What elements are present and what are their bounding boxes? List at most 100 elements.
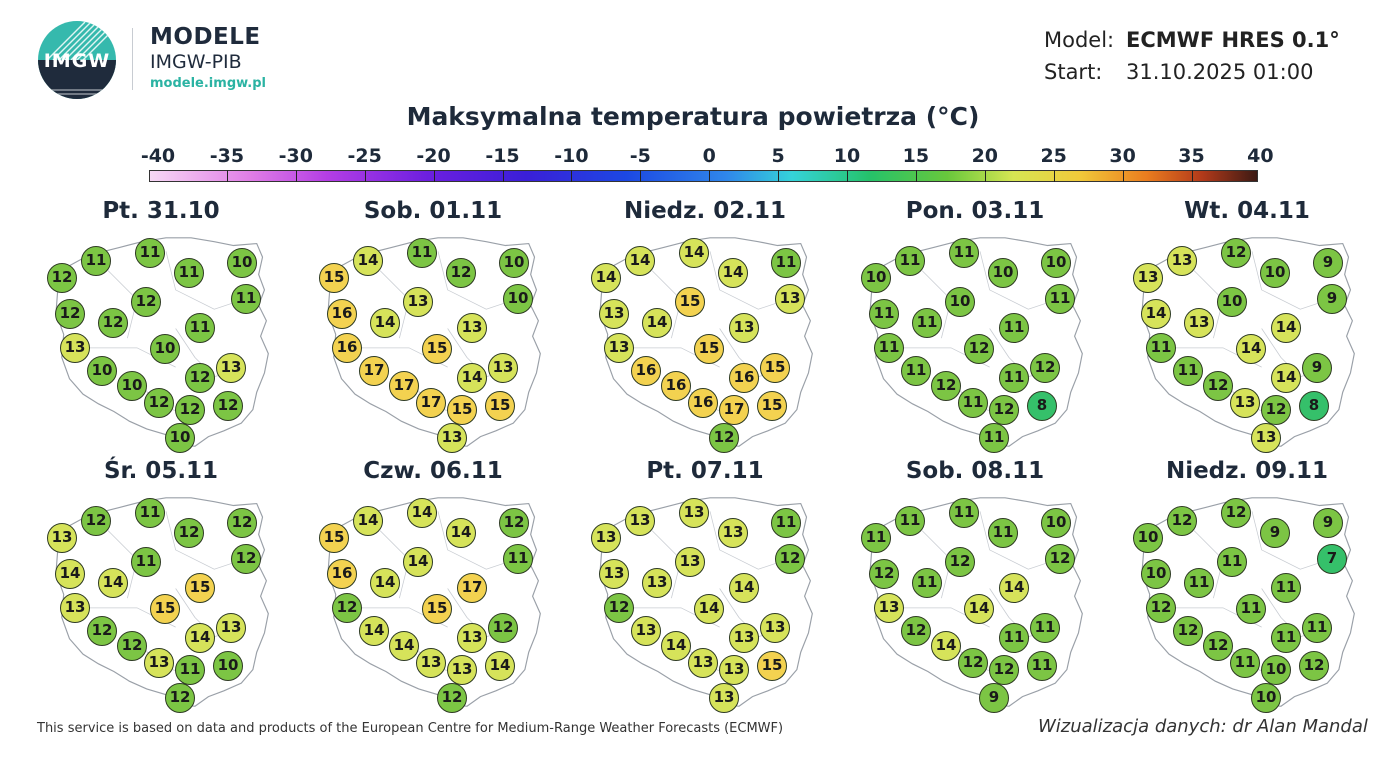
temperature-marker: 12 <box>901 616 931 646</box>
scale-tick-mark <box>847 170 848 182</box>
scale-tick-mark <box>778 170 780 182</box>
temperature-marker: 11 <box>407 238 437 268</box>
temperature-marker: 14 <box>591 263 621 293</box>
temperature-marker: 12 <box>117 631 147 661</box>
temperature-marker: 9 <box>1317 284 1347 314</box>
map-date-label: Śr. 05.11 <box>103 458 219 484</box>
scale-tick-mark <box>1053 170 1055 182</box>
temperature-marker: 11 <box>135 498 165 528</box>
temperature-marker: 8 <box>1299 391 1329 421</box>
temperature-marker: 16 <box>729 363 759 393</box>
map-date-label: Czw. 06.11 <box>363 458 503 484</box>
temperature-marker: 16 <box>327 559 357 589</box>
temperature-marker: 11 <box>999 363 1029 393</box>
brand-title: MODELE <box>150 24 261 50</box>
temperature-marker: 10 <box>1260 258 1290 288</box>
temperature-marker: 12 <box>231 544 261 574</box>
temperature-marker: 12 <box>604 593 634 623</box>
map-date-label: Wt. 04.11 <box>1184 198 1310 224</box>
scale-tick-label: -5 <box>629 145 651 167</box>
temperature-marker: 9 <box>1313 508 1343 538</box>
temperature-marker: 15 <box>422 594 452 624</box>
scale-tick-label: 10 <box>833 145 861 167</box>
temperature-marker: 17 <box>359 356 389 386</box>
temperature-marker: 16 <box>327 299 357 329</box>
temperature-marker: 14 <box>98 568 128 598</box>
temperature-marker: 11 <box>901 356 931 386</box>
temperature-marker: 15 <box>447 395 477 425</box>
page-title: Maksymalna temperatura powietrza (°C) <box>406 102 980 131</box>
temperature-marker: 11 <box>1236 594 1266 624</box>
temperature-marker: 11 <box>949 238 979 268</box>
temperature-marker: 13 <box>1167 246 1197 276</box>
temperature-marker: 11 <box>1230 648 1260 678</box>
brand-url-link[interactable]: modele.imgw.pl <box>150 76 266 91</box>
temperature-marker: 13 <box>675 547 705 577</box>
model-label: Model: <box>1044 28 1115 52</box>
temperature-marker: 12 <box>1221 238 1251 268</box>
temperature-marker: 12 <box>47 263 77 293</box>
temperature-marker: 13 <box>719 655 749 685</box>
temperature-marker: 12 <box>1203 371 1233 401</box>
scale-tick-label: 25 <box>1040 145 1067 167</box>
start-label: Start: <box>1044 60 1103 84</box>
temperature-marker: 11 <box>999 313 1029 343</box>
temperature-marker: 12 <box>98 308 128 338</box>
temperature-marker: 8 <box>1027 391 1057 421</box>
temperature-marker: 13 <box>625 506 655 536</box>
temperature-marker: 11 <box>135 238 165 268</box>
scale-tick-mark <box>640 170 642 182</box>
scale-tick-label: -35 <box>209 145 245 167</box>
scale-tick-label: 0 <box>702 145 716 167</box>
temperature-marker: 13 <box>447 655 477 685</box>
temperature-marker: 12 <box>185 363 215 393</box>
scale-tick-label: 40 <box>1247 145 1274 167</box>
temperature-marker: 12 <box>964 334 994 364</box>
temperature-marker: 13 <box>760 613 790 643</box>
temperature-marker: 14 <box>185 623 215 653</box>
temperature-marker: 10 <box>988 258 1018 288</box>
temperature-marker: 13 <box>718 518 748 548</box>
temperature-marker: 13 <box>457 313 487 343</box>
temperature-marker: 13 <box>679 498 709 528</box>
temperature-marker: 9 <box>1302 353 1332 383</box>
temperature-marker: 13 <box>416 648 446 678</box>
map-date-label: Sob. 08.11 <box>905 458 1045 484</box>
temperature-marker: 13 <box>631 616 661 646</box>
temperature-marker: 15 <box>757 651 787 681</box>
temperature-marker: 14 <box>370 308 400 338</box>
temperature-marker: 14 <box>718 258 748 288</box>
temperature-marker: 11 <box>1146 333 1176 363</box>
temperature-marker: 14 <box>485 651 515 681</box>
temperature-marker: 11 <box>81 246 111 276</box>
temperature-marker: 17 <box>719 395 749 425</box>
temperature-marker: 12 <box>55 299 85 329</box>
temperature-marker: 12 <box>709 423 739 453</box>
temperature-marker: 11 <box>949 498 979 528</box>
temperature-marker: 12 <box>165 683 195 713</box>
temperature-marker: 12 <box>437 683 467 713</box>
temperature-marker: 15 <box>760 353 790 383</box>
temperature-marker: 15 <box>150 594 180 624</box>
temperature-marker: 13 <box>709 683 739 713</box>
temperature-marker: 11 <box>1030 613 1060 643</box>
visualization-credit: Wizualizacja danych: dr Alan Mandal <box>1038 716 1368 737</box>
temperature-marker: 11 <box>1184 568 1214 598</box>
forecast-map: Pt. 31.10 11 11 12 11 10 11 12 12 12 11 13 10 10 12 13 1… <box>46 198 316 453</box>
forecast-map: Śr. 05.11 12 11 13 12 12 12 14 14 11 15 13 15 12 14 13 1… <box>46 458 316 713</box>
scale-tick-mark <box>709 170 711 182</box>
temperature-marker: 13 <box>1133 263 1163 293</box>
temperature-marker: 13 <box>1230 388 1260 418</box>
temperature-marker: 13 <box>599 299 629 329</box>
temperature-marker: 10 <box>1041 508 1071 538</box>
temperature-marker: 11 <box>988 518 1018 548</box>
temperature-marker: 12 <box>1261 395 1291 425</box>
temperature-marker: 12 <box>931 371 961 401</box>
temperature-marker: 17 <box>389 371 419 401</box>
scale-tick-mark <box>364 170 366 182</box>
scale-tick-label: -40 <box>140 145 176 167</box>
temperature-marker: 11 <box>979 423 1009 453</box>
temperature-marker: 14 <box>1236 334 1266 364</box>
temperature-marker: 14 <box>359 616 389 646</box>
forecast-map: Niedz. 02.11 14 14 14 14 11 13 13 14 15 13 13 15 16 16… <box>590 198 860 453</box>
